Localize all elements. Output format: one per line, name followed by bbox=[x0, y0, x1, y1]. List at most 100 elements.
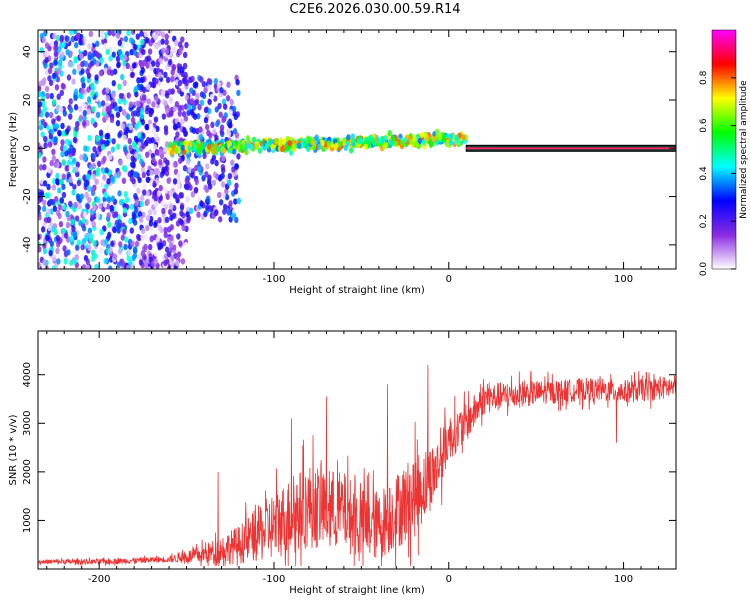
spectrogram-cell bbox=[148, 40, 153, 47]
spectrogram-cell bbox=[164, 33, 169, 40]
spectrogram-cell bbox=[58, 178, 64, 185]
spectrogram-cell bbox=[49, 159, 54, 167]
spectrogram-cell bbox=[100, 100, 106, 107]
spectrogram-cell bbox=[122, 98, 127, 106]
spectrogram-cell bbox=[64, 128, 70, 135]
spectrogram-cell bbox=[42, 259, 47, 266]
spectrogram-cell bbox=[106, 212, 111, 219]
spectrogram-cell bbox=[219, 128, 224, 136]
spectrogram-cell bbox=[77, 65, 82, 72]
spectrogram-cell bbox=[148, 220, 154, 227]
spectrogram-cell bbox=[236, 153, 241, 160]
spectrogram-cell bbox=[99, 247, 104, 254]
spectrogram-cell bbox=[83, 49, 88, 57]
spectrogram-cell bbox=[111, 138, 116, 145]
spectrogram-cell bbox=[181, 224, 186, 232]
spectrogram-cell bbox=[138, 259, 144, 266]
spectrogram-cell bbox=[320, 139, 325, 147]
spectrogram-cell bbox=[268, 138, 274, 146]
spectrogram-cell bbox=[73, 88, 79, 95]
spectrogram-cell bbox=[74, 125, 79, 132]
spectrogram-cell bbox=[140, 67, 146, 74]
spectrogram-cell bbox=[51, 155, 57, 162]
spectrogram-cell bbox=[174, 101, 180, 108]
spectrogram-cell bbox=[448, 139, 454, 146]
spectrogram-cell bbox=[157, 72, 163, 79]
spectrogram-cell bbox=[236, 89, 241, 97]
spectrogram-cell bbox=[117, 98, 123, 105]
spectrogram-cell bbox=[122, 165, 128, 173]
spectrogram-cell bbox=[83, 145, 88, 152]
spectrogram-cell bbox=[145, 104, 150, 112]
spectrogram-cell bbox=[227, 172, 233, 180]
spectrogram-cell bbox=[215, 120, 220, 128]
spectrogram-cell bbox=[54, 84, 60, 91]
spectrogram-cell bbox=[83, 180, 89, 188]
spectrogram-cell bbox=[461, 134, 467, 141]
spectrogram-cell bbox=[139, 194, 145, 202]
spectrogram-cell bbox=[46, 216, 52, 224]
spectrogram-cell bbox=[165, 159, 170, 166]
spectrogram-cell bbox=[173, 161, 178, 168]
spectrogram-cell bbox=[98, 129, 104, 136]
spectrogram-cell bbox=[177, 79, 183, 87]
spectrogram-cell bbox=[203, 184, 208, 191]
spectrogram-cell bbox=[188, 141, 193, 148]
snr-ylabel: SNR (10 * v/v) bbox=[8, 414, 19, 485]
spectrogram-cell bbox=[79, 154, 84, 161]
spectrogram-cell bbox=[138, 216, 144, 223]
spectrogram-cell bbox=[140, 250, 146, 257]
colorbar bbox=[711, 29, 737, 270]
spectrogram-cell bbox=[100, 144, 106, 151]
spectrogram-cell bbox=[46, 192, 51, 199]
spectrogram-cell bbox=[217, 216, 223, 223]
spectrogram-cell bbox=[38, 214, 42, 221]
spectrogram-cell bbox=[109, 116, 115, 124]
spectrogram-cell bbox=[61, 191, 67, 199]
spectrogram-cell bbox=[83, 60, 89, 68]
spectrogram-cell bbox=[152, 221, 158, 228]
spectrogram-cell bbox=[108, 104, 113, 111]
spectrogram-cell bbox=[163, 259, 168, 267]
spectrogram-cell bbox=[158, 159, 163, 166]
spectrogram-cell bbox=[121, 109, 127, 116]
snr-ytick-label: 4000 bbox=[22, 362, 33, 387]
spectrogram-cell bbox=[85, 203, 91, 210]
spectrogram-cell bbox=[110, 240, 115, 247]
spectrogram-cell bbox=[110, 146, 116, 153]
spectrogram-cell bbox=[143, 233, 149, 240]
spectrogram-cell bbox=[145, 176, 150, 183]
spectrogram-cell bbox=[245, 135, 251, 142]
spectrogram-cell bbox=[85, 263, 90, 269]
spectrogram-heatmap bbox=[38, 30, 676, 269]
spectrogram-cell bbox=[141, 86, 147, 94]
spectrogram-cell bbox=[136, 233, 141, 241]
spectrogram-cell bbox=[189, 87, 194, 94]
spectrogram-cell bbox=[179, 210, 184, 217]
spectrogram-cell bbox=[53, 161, 58, 168]
colorbar-tick-label: 0.8 bbox=[699, 70, 709, 85]
spectrogram-cell bbox=[82, 211, 88, 218]
spectrogram-cell bbox=[102, 174, 107, 181]
spectrogram-cell bbox=[221, 155, 226, 162]
spectrogram-cell bbox=[158, 148, 164, 155]
spectrogram-cell bbox=[199, 200, 204, 207]
spectrogram-cell bbox=[183, 71, 188, 79]
spectrogram-cell bbox=[207, 174, 212, 181]
spectrogram-cell bbox=[167, 208, 173, 216]
spectrogram-cell bbox=[169, 224, 174, 231]
spectrogram-cell bbox=[42, 105, 48, 113]
spectrogram-cell bbox=[51, 254, 57, 262]
spectrogram-cell bbox=[105, 87, 110, 94]
spectrogram-cell bbox=[112, 226, 117, 234]
spectrogram-cell bbox=[228, 200, 233, 207]
spectrogram-cell bbox=[186, 217, 191, 224]
spectrogram-cell bbox=[74, 215, 80, 222]
spectrogram-cell bbox=[78, 106, 83, 113]
spectrogram-cell bbox=[95, 40, 100, 47]
spectrogram-cell bbox=[214, 159, 219, 167]
spectrogram-cell bbox=[120, 234, 126, 241]
spectrogram-cell bbox=[151, 101, 156, 108]
spectrogram-cell bbox=[90, 186, 96, 194]
spectrogram-cell bbox=[70, 218, 75, 226]
